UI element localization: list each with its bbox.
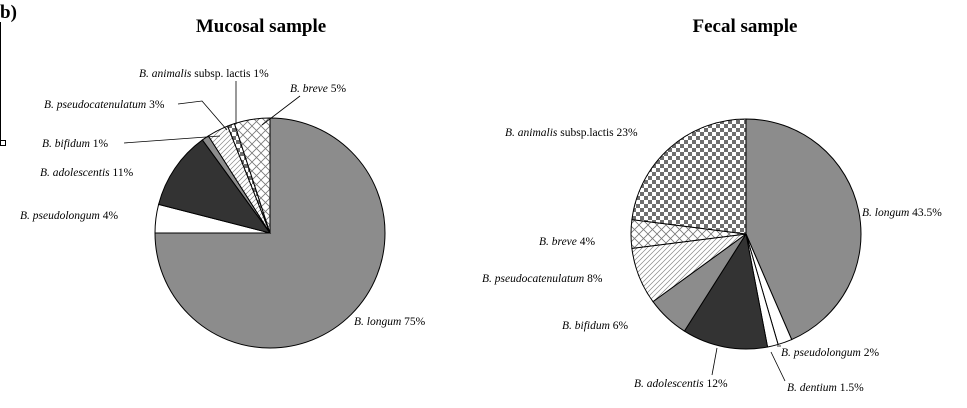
pie-slice-longum — [154, 117, 386, 349]
slice-label-adolescentis: B. adolescentis 12% — [634, 378, 728, 390]
pie-slice-adolescentis — [158, 139, 272, 234]
leader-line-bifidum — [123, 135, 221, 144]
panel-label: b) — [0, 2, 17, 23]
slice-label-bifidum: B. bifidum 1% — [42, 138, 109, 150]
pie-slice-breve — [233, 117, 271, 234]
leader-line-adolescentis — [711, 347, 718, 376]
slice-label-pseudolongum: B. pseudolongum 2% — [781, 347, 879, 359]
slice-label-adolescentis: B. adolescentis 11% — [40, 167, 134, 179]
chart-title: Mucosal sample — [196, 16, 326, 37]
slice-label-pseudolongum: B. pseudolongum 4% — [20, 210, 118, 222]
slice-label-bifidum: B. bifidum 6% — [562, 320, 629, 332]
mucosal-pie-chart: Mucosal sample B. longum 75% B. pseudolon… — [20, 16, 426, 349]
slice-label-pseudocatenulatum: B. pseudocatenulatum 3% — [44, 99, 165, 111]
leader-line-breve — [261, 95, 301, 126]
slice-label-pseudocatenulatum: B. pseudocatenulatum 8% — [482, 273, 603, 285]
panel-border-line — [0, 22, 1, 140]
slice-label-longum: B. longum 43.5% — [862, 207, 942, 219]
slice-label-longum: B. longum 75% — [354, 316, 426, 328]
chart-title: Fecal sample — [692, 16, 797, 37]
slice-label-breve: B. breve 4% — [539, 236, 596, 248]
leader-line-dentium — [770, 351, 786, 382]
slice-label-animalis: B. animalis subsp.lactis 23% — [505, 127, 638, 139]
leader-line-pseudocatenulatum — [177, 100, 228, 131]
slice-label-breve: B. breve 5% — [290, 83, 347, 95]
corner-mark — [0, 140, 6, 146]
pie-slice-animalis — [631, 118, 747, 235]
fecal-pie-chart: Fecal sample B. longum 43.5% B. pseudolon… — [482, 16, 942, 394]
pie-slice-adolescentis — [683, 232, 769, 350]
slice-label-animalis: B. animalis subsp. lactis 1% — [139, 68, 269, 80]
slice-label-dentium: B. dentium 1.5% — [787, 382, 864, 394]
pie-slice-longum — [745, 118, 862, 341]
